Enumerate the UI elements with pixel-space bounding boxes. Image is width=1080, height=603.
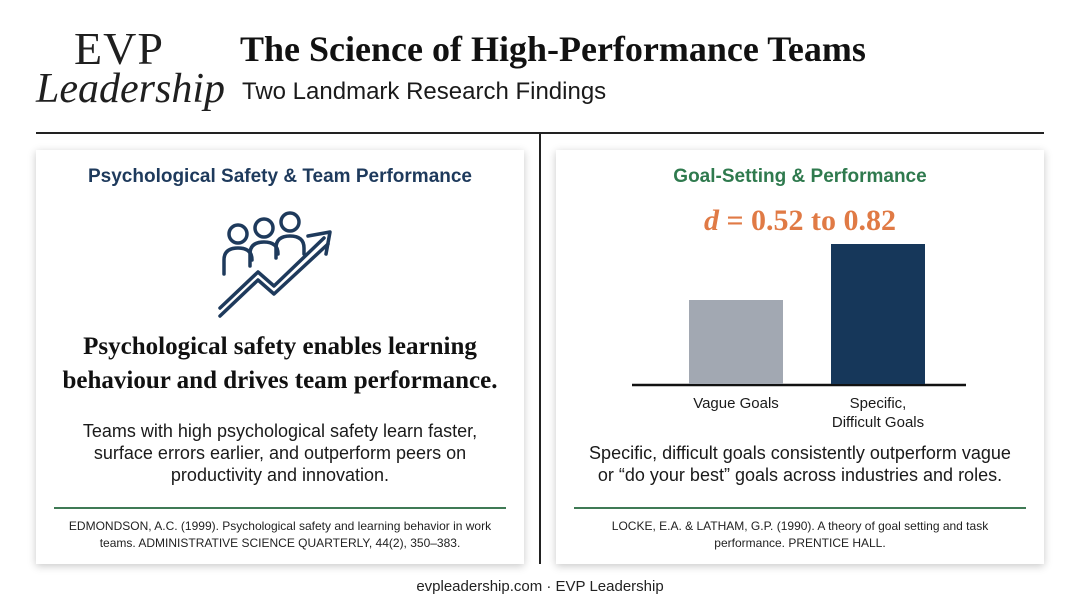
team-growth-arrow-icon [218,211,332,318]
left-headline: Psychological safety enables learning be… [46,330,514,398]
page-subtitle: Two Landmark Research Findings [242,78,607,105]
logo-text-leadership: Leadership [36,66,225,112]
left-headline-line: behaviour and drives team performance. [62,367,498,394]
right-body-text: Specific, difficult goals consistently o… [566,442,1034,486]
left-card-title: Psychological Safety & Team Performance [87,166,473,187]
left-body-line: surface errors earlier, and outperform p… [93,443,467,463]
left-body-line: productivity and innovation. [170,465,390,485]
goal-setting-card: Goal-Setting & Performance d = 0.52 to 0… [556,150,1044,564]
right-citation-line: LOCKE, E.A. & LATHAM, G.P. (1990). A the… [611,519,989,533]
effect-size-symbol: d [703,204,719,237]
left-citation-line: EDMONDSON, A.C. (1999). Psychological sa… [68,519,492,533]
bar-specific-difficult-goals [831,244,925,384]
category-label: Specific, [850,395,907,412]
left-citation-divider [54,507,506,509]
goal-comparison-bar-chart: Vague Goals Specific, Difficult Goals [632,244,966,431]
bar-vague-goals [689,300,783,384]
right-card-title: Goal-Setting & Performance [673,166,927,187]
right-citation: LOCKE, E.A. & LATHAM, G.P. (1990). A the… [574,518,1026,552]
left-citation-line: teams. ADMINISTRATIVE SCIENCE QUARTERLY,… [99,536,461,550]
left-citation: EDMONDSON, A.C. (1999). Psychological sa… [54,518,506,552]
left-body-line: Teams with high psychological safety lea… [82,421,478,441]
right-citation-divider [574,507,1026,509]
category-label: Difficult Goals [832,414,924,431]
page-title: The Science of High-Performance Teams [240,29,866,69]
psychological-safety-card: Psychological Safety & Team Performance … [36,150,524,564]
left-headline-line: Psychological safety enables learning [83,333,477,360]
right-body-line: or “do your best” goals across industrie… [597,465,1003,485]
column-divider [539,132,541,564]
right-body-line: Specific, difficult goals consistently o… [589,443,1011,463]
category-label: Vague Goals [693,395,779,412]
footer-text: evpleadership.com · EVP Leadership [416,578,664,595]
right-citation-line: performance. PRENTICE HALL. [714,536,886,550]
effect-size-value: = 0.52 to 0.82 [718,204,897,237]
effect-size-label: d = 0.52 to 0.82 [556,204,1044,238]
left-body-text: Teams with high psychological safety lea… [56,420,504,486]
brand-logo: EVP Leadership [36,23,225,116]
logo-text-evp: EVP [74,23,164,74]
